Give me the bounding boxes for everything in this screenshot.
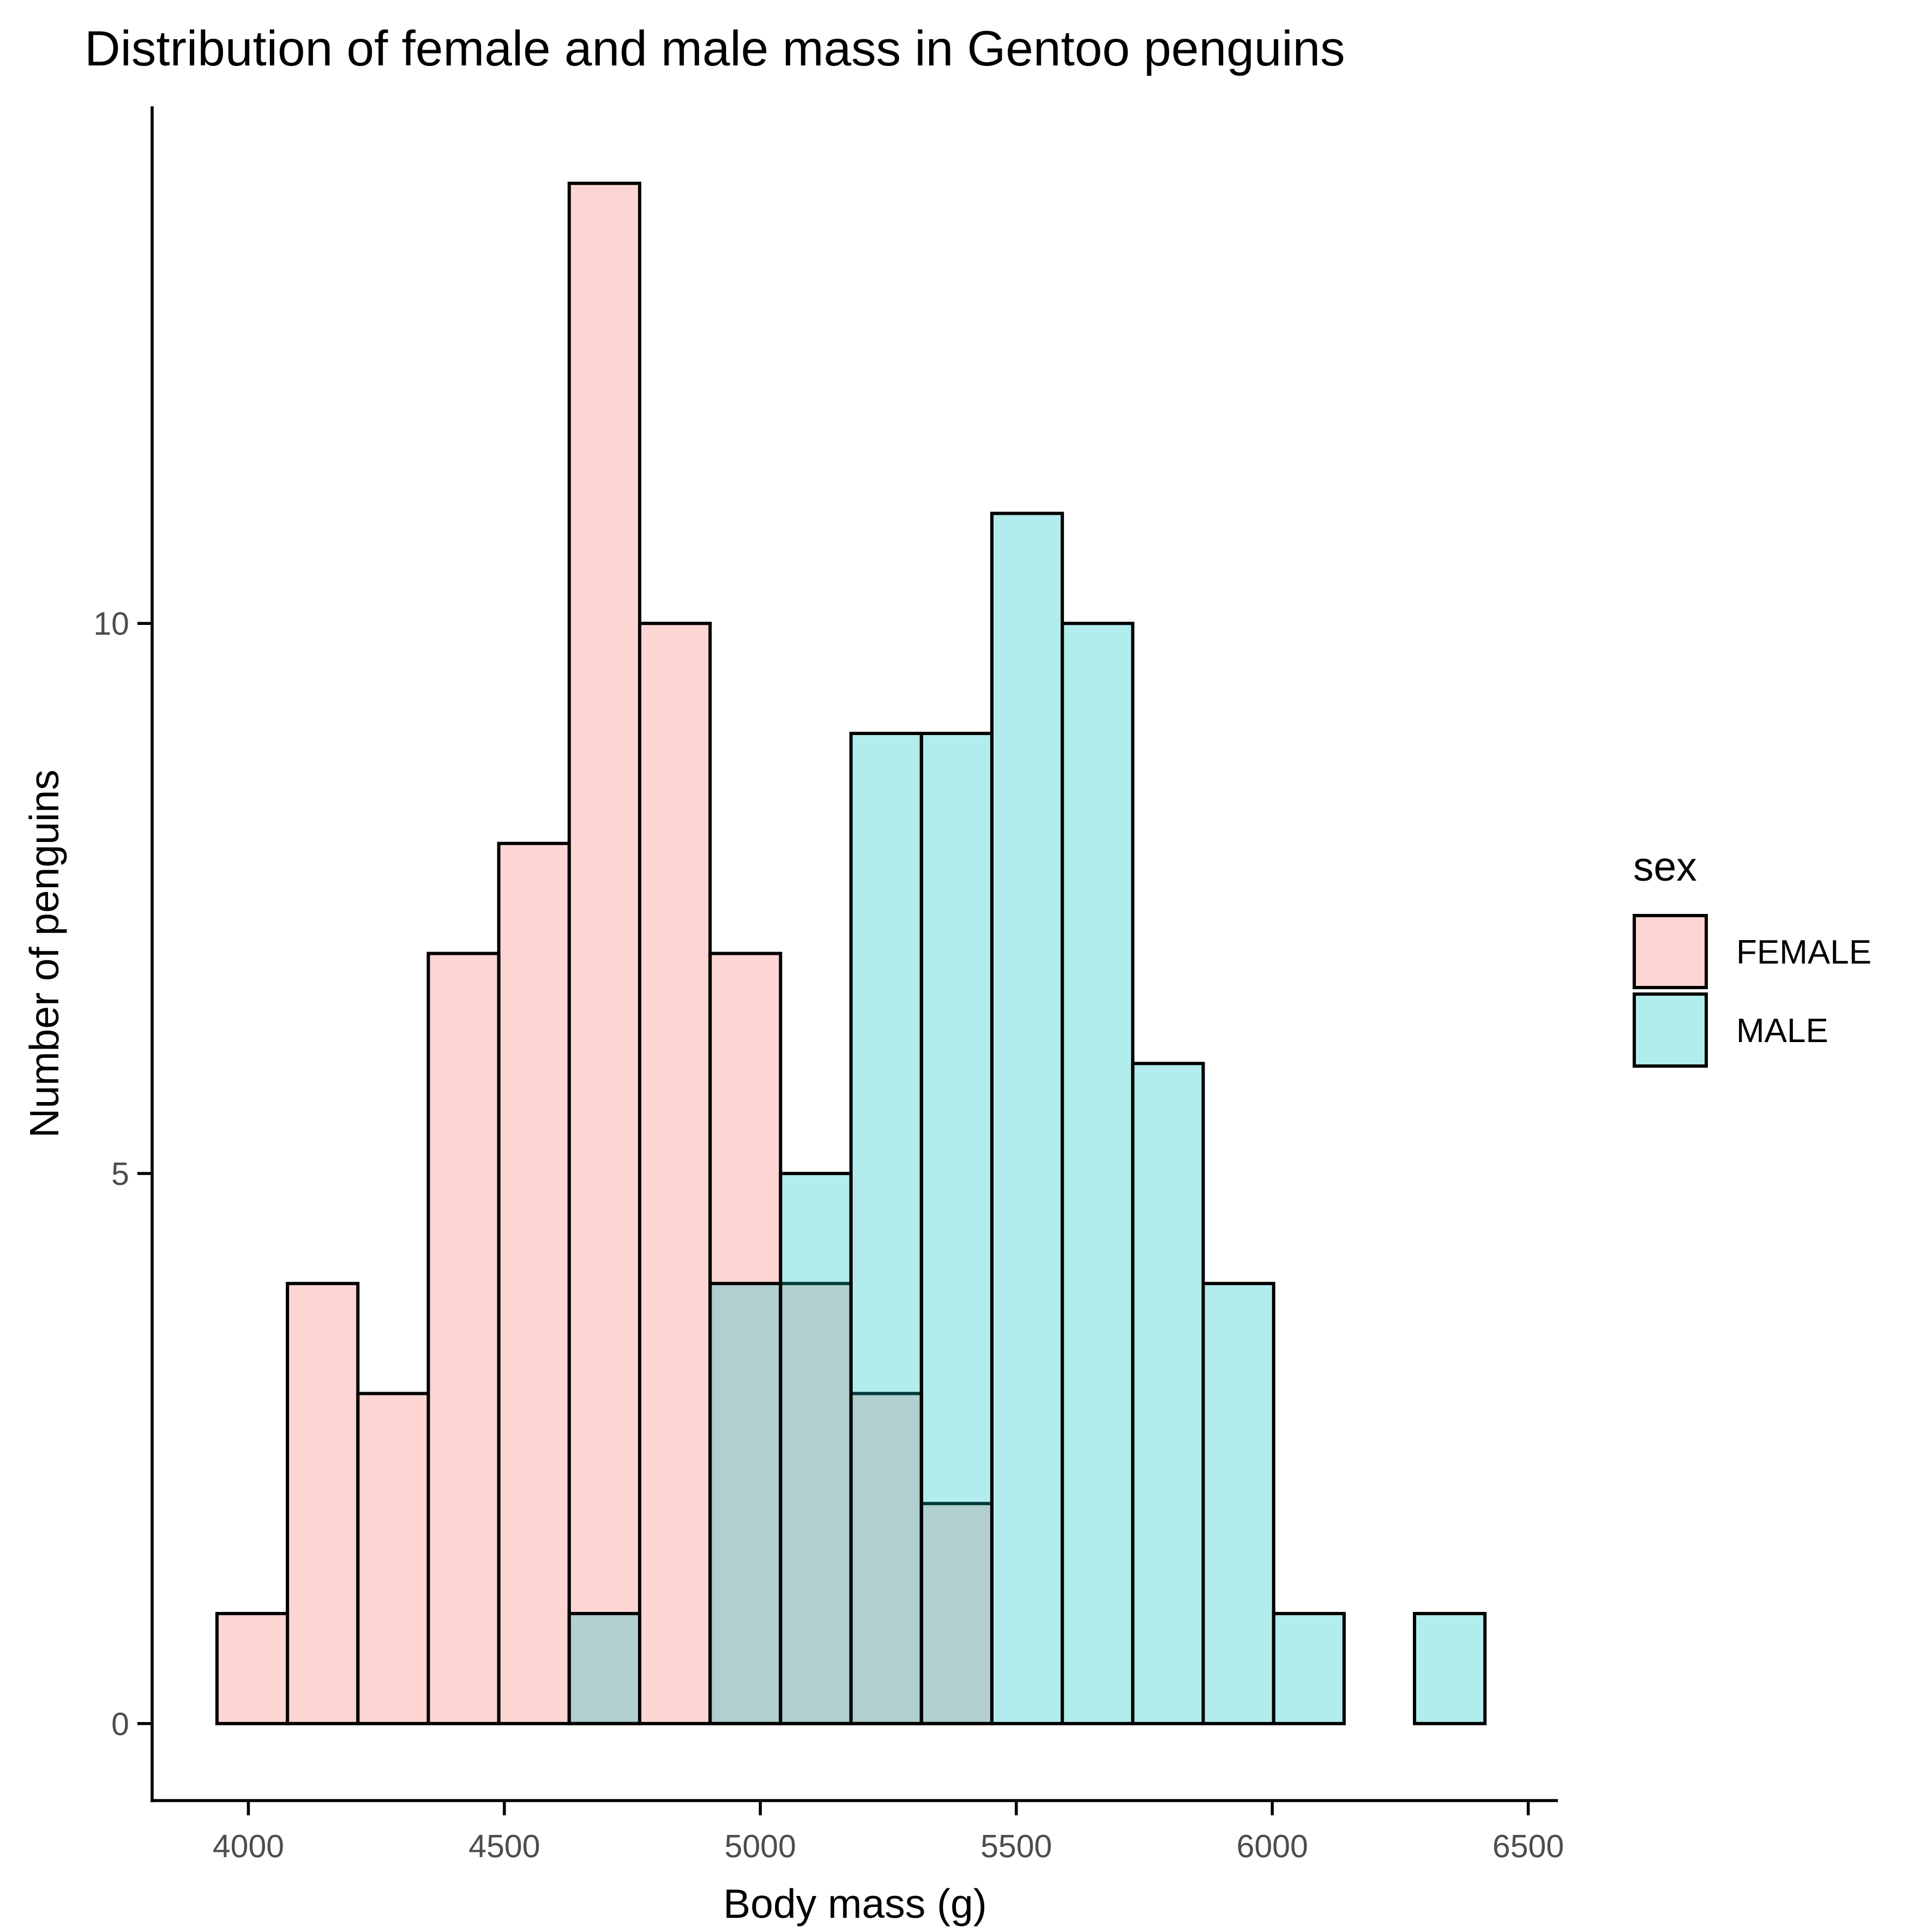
legend-label-male: MALE: [1736, 1012, 1828, 1050]
male-bar-12: [1061, 622, 1135, 1725]
y-tick-label-0: 0: [111, 1706, 129, 1742]
legend-key-male: [1633, 992, 1708, 1068]
female-bar-5: [567, 182, 642, 1725]
x-tick-label-5000: 5000: [725, 1828, 796, 1864]
male-bar-15: [1272, 1612, 1346, 1725]
male-bar-5: [567, 1612, 642, 1725]
male-bar-10: [919, 731, 994, 1725]
female-bars: [215, 182, 994, 1725]
y-tick-label-10: 10: [93, 606, 129, 642]
male-bars: [567, 511, 1487, 1725]
female-bar-3: [426, 952, 501, 1725]
x-tick-label-5500: 5500: [980, 1828, 1052, 1864]
male-bar-9: [849, 731, 923, 1725]
male-bar-17: [1413, 1612, 1487, 1725]
legend-label-female: FEMALE: [1736, 934, 1871, 971]
legend-key-female: [1633, 914, 1708, 989]
female-bar-4: [497, 841, 571, 1725]
x-tick-label-4000: 4000: [213, 1828, 284, 1864]
x-tick-label-6000: 6000: [1237, 1828, 1308, 1864]
y-axis-ticks: 0 5 10: [93, 606, 152, 1742]
x-tick-label-6500: 6500: [1492, 1828, 1564, 1864]
x-tick-label-4500: 4500: [468, 1828, 540, 1864]
x-axis-title: Body mass (g): [723, 1881, 986, 1927]
legend-title: sex: [1633, 844, 1697, 889]
chart-title: Distribution of female and male mass in …: [85, 21, 1345, 76]
male-bar-14: [1201, 1281, 1275, 1725]
female-bar-6: [638, 622, 712, 1725]
female-bar-1: [286, 1281, 360, 1725]
male-bar-11: [990, 511, 1064, 1725]
female-bar-0: [215, 1612, 290, 1725]
male-bar-13: [1131, 1062, 1205, 1725]
male-bar-8: [779, 1172, 853, 1725]
y-tick-label-5: 5: [111, 1156, 129, 1192]
y-axis-title: Number of penguins: [21, 769, 67, 1137]
female-bar-2: [356, 1392, 430, 1725]
x-axis-ticks: 4000 4500 5000 5500 6000 6500: [213, 1801, 1564, 1864]
legend: sex FEMALE MALE: [1633, 844, 1871, 1068]
male-bar-7: [708, 1281, 783, 1725]
